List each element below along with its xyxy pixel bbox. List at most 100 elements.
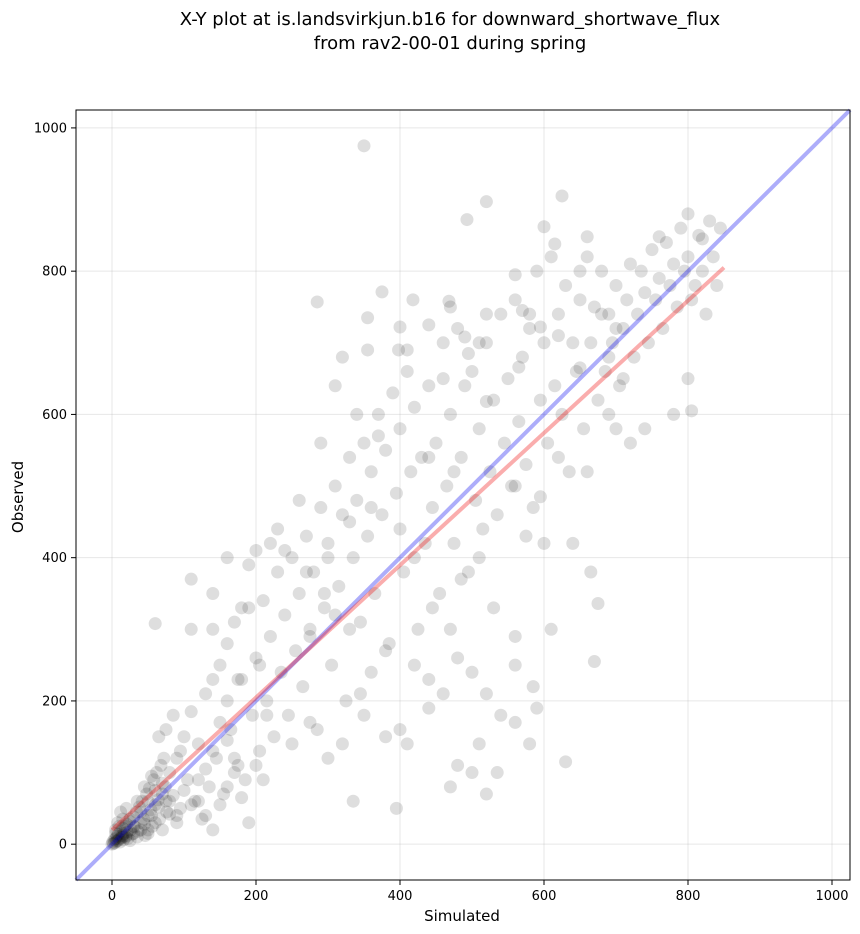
data-point — [256, 594, 270, 608]
data-point — [285, 551, 299, 565]
data-point — [375, 285, 389, 299]
data-point — [422, 672, 436, 686]
data-point — [242, 816, 256, 830]
data-point — [148, 617, 162, 631]
data-point — [512, 415, 526, 429]
data-point — [137, 812, 151, 826]
data-point — [159, 794, 173, 808]
data-point — [137, 780, 151, 794]
x-axis-ticks: 0 200 400 600 800 1000 — [108, 880, 849, 904]
data-point — [515, 304, 529, 318]
data-point — [296, 680, 310, 694]
data-point — [364, 501, 378, 515]
data-point — [663, 278, 677, 292]
data-point — [447, 465, 461, 479]
data-point — [465, 766, 479, 780]
data-point — [111, 827, 125, 841]
data-point — [393, 320, 407, 334]
data-point — [235, 601, 249, 615]
fit-lines — [74, 108, 852, 882]
data-point — [314, 501, 328, 515]
data-point — [436, 336, 450, 350]
data-point — [130, 830, 144, 844]
data-point — [573, 264, 587, 278]
data-point — [285, 737, 299, 751]
data-point — [303, 622, 317, 636]
data-point — [544, 622, 558, 636]
data-point — [389, 486, 403, 500]
data-point — [508, 479, 522, 493]
data-point — [253, 658, 267, 672]
data-point — [577, 422, 591, 436]
data-point — [406, 293, 420, 307]
data-point — [140, 787, 154, 801]
data-point — [681, 250, 695, 264]
data-point — [494, 708, 508, 722]
data-point — [113, 835, 127, 849]
data-point — [609, 321, 623, 335]
data-point — [458, 379, 472, 393]
data-point — [303, 715, 317, 729]
data-point — [235, 791, 249, 805]
data-point — [472, 422, 486, 436]
data-point — [111, 816, 125, 830]
data-point — [530, 701, 544, 715]
data-point — [580, 465, 594, 479]
data-point — [109, 831, 123, 845]
y-tick-label: 1000 — [34, 121, 67, 136]
data-point — [497, 436, 511, 450]
data-point — [141, 809, 155, 823]
data-point — [155, 776, 169, 790]
data-point — [695, 232, 709, 246]
data-point — [231, 758, 245, 772]
data-point — [422, 379, 436, 393]
data-point — [213, 715, 227, 729]
data-point — [472, 737, 486, 751]
data-point — [379, 644, 393, 658]
data-point — [537, 336, 551, 350]
data-point — [289, 644, 303, 658]
data-point — [213, 798, 227, 812]
data-point — [166, 788, 180, 802]
data-point — [199, 687, 213, 701]
data-point — [122, 814, 136, 828]
data-point — [544, 250, 558, 264]
data-point — [487, 393, 501, 407]
data-point — [145, 809, 159, 823]
data-point — [128, 820, 142, 834]
data-point — [659, 236, 673, 250]
data-point — [127, 819, 141, 833]
data-point — [461, 347, 475, 361]
data-point — [551, 307, 565, 321]
data-point — [523, 307, 537, 321]
data-point — [392, 343, 406, 357]
data-point — [157, 751, 171, 765]
data-point — [299, 565, 313, 579]
data-point — [127, 810, 141, 824]
data-point — [163, 794, 177, 808]
data-point — [515, 350, 529, 364]
data-point — [699, 307, 713, 321]
data-point — [627, 350, 641, 364]
data-point — [346, 794, 360, 808]
data-point — [220, 637, 234, 651]
data-point — [649, 293, 663, 307]
data-point — [508, 658, 522, 672]
data-point — [332, 579, 346, 593]
data-point — [317, 601, 331, 615]
data-point — [422, 701, 436, 715]
data-point — [177, 730, 191, 744]
data-point — [263, 536, 277, 550]
data-point — [213, 658, 227, 672]
data-point — [407, 400, 421, 414]
data-point — [559, 755, 573, 769]
data-point — [533, 393, 547, 407]
data-point — [519, 458, 533, 472]
data-point — [170, 751, 184, 765]
data-point — [129, 805, 143, 819]
data-point — [220, 694, 234, 708]
data-point — [163, 766, 177, 780]
data-point — [242, 558, 256, 572]
data-point — [523, 737, 537, 751]
data-point — [249, 651, 263, 665]
